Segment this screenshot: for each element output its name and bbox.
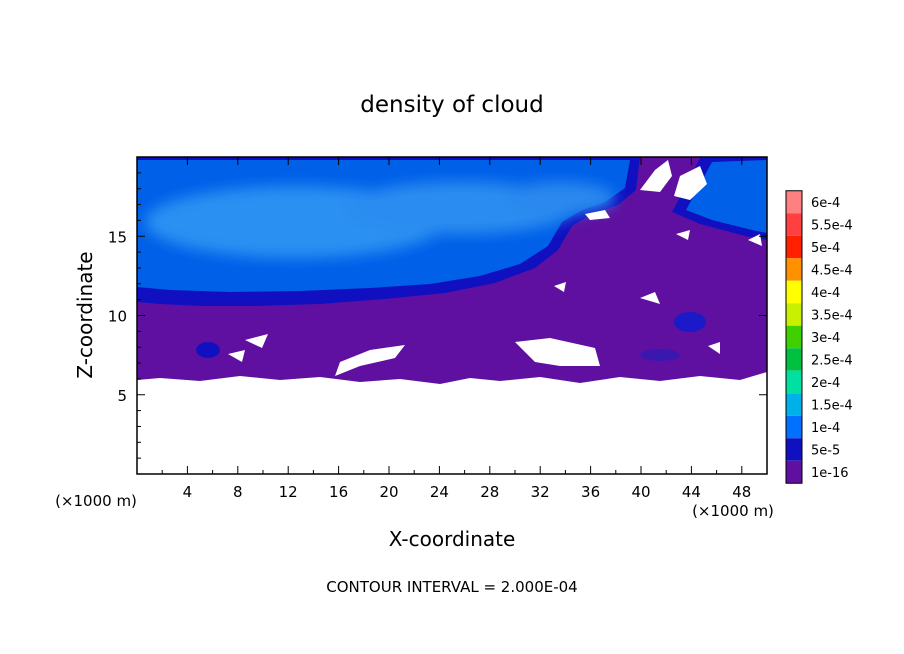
colorbar-label: 5e-5 xyxy=(811,444,840,459)
colorbar-swatch-7 xyxy=(786,348,802,371)
colorbar-swatch-6 xyxy=(786,325,802,349)
colorbar-swatch-9 xyxy=(786,393,802,416)
clear-hole-1 xyxy=(640,160,672,192)
y-tick-label: 10 xyxy=(108,308,127,326)
clear-hole-5 xyxy=(228,350,245,362)
clear-hole-10 xyxy=(554,282,566,292)
colorbar-label: 1e-16 xyxy=(811,466,849,481)
clear-hole-6 xyxy=(335,345,405,376)
colorbar-label: 4.5e-4 xyxy=(811,264,853,279)
colorbar-swatch-11 xyxy=(786,438,802,461)
contour-1e-4-right xyxy=(686,160,767,233)
colorbar-swatch-3 xyxy=(786,258,802,281)
colorbar-swatch-12 xyxy=(786,460,802,484)
colorbar-label: 3.5e-4 xyxy=(811,309,853,324)
clear-hole-11 xyxy=(676,230,690,240)
colorbar-label: 3e-4 xyxy=(811,331,840,346)
x-tick-label: 4 xyxy=(183,483,193,501)
colorbar-label: 1.5e-4 xyxy=(811,399,853,414)
x-tick-label: 48 xyxy=(732,483,751,501)
x-tick-label: 24 xyxy=(430,483,449,501)
contour-1.5e-4-core xyxy=(145,182,615,258)
colorbar-label: 6e-4 xyxy=(811,196,840,211)
x-tick-label: 8 xyxy=(233,483,243,501)
clear-hole-12 xyxy=(748,234,762,246)
clear-hole-4 xyxy=(245,334,268,348)
colorbar-swatch-10 xyxy=(786,415,802,439)
contour-interval-footer: CONTOUR INTERVAL = 2.000E-04 xyxy=(326,578,577,596)
contour-spot-right-b xyxy=(640,349,680,361)
y-axis-ticks: 5 10 15 xyxy=(108,172,767,459)
x-tick-label: 32 xyxy=(531,483,550,501)
colorbar-label: 4e-4 xyxy=(811,286,840,301)
x-tick-label: 44 xyxy=(682,483,701,501)
colorbar-label: 5.5e-4 xyxy=(811,219,853,234)
contour-spot-right-a xyxy=(674,312,706,332)
clear-hole-7 xyxy=(515,338,600,366)
contour-field xyxy=(137,157,767,474)
clear-hole-9 xyxy=(708,342,720,354)
x-units-label-left: (×1000 m) xyxy=(55,492,137,510)
colorbar: 6e-4 5.5e-4 5e-4 4.5e-4 4e-4 3.5e-4 3e-4 2.5e-4… xyxy=(785,190,853,484)
contour-spot-left xyxy=(196,342,220,358)
colorbar-label: 5e-4 xyxy=(811,241,840,256)
x-tick-label: 20 xyxy=(379,483,398,501)
colorbar-swatch-1 xyxy=(786,213,802,236)
x-tick-label: 16 xyxy=(329,483,348,501)
clear-hole-8 xyxy=(640,292,660,304)
x-units-label-right: (×1000 m) xyxy=(692,502,774,520)
colorbar-label: 2.5e-4 xyxy=(811,354,853,369)
clear-hole-3 xyxy=(585,210,610,220)
colorbar-label: 1e-4 xyxy=(811,421,840,436)
colorbar-label: 2e-4 xyxy=(811,376,840,391)
x-tick-label: 12 xyxy=(279,483,298,501)
colorbar-frame xyxy=(785,190,803,484)
y-tick-label: 15 xyxy=(108,228,127,246)
colorbar-swatch-5 xyxy=(786,303,802,326)
x-tick-label: 36 xyxy=(581,483,600,501)
colorbar-swatch-2 xyxy=(786,235,802,259)
x-axis-ticks: 4 8 12 16 20 24 28 32 36 40 44 48 xyxy=(161,157,751,501)
colorbar-swatch-8 xyxy=(786,370,802,394)
chart-title: density of cloud xyxy=(360,92,543,118)
x-tick-label: 28 xyxy=(480,483,499,501)
x-axis-label: X-coordinate xyxy=(389,527,516,551)
y-tick-label: 5 xyxy=(117,387,127,405)
x-tick-label: 40 xyxy=(631,483,650,501)
clear-hole-2 xyxy=(674,166,707,200)
y-axis-label: Z-coordinate xyxy=(73,251,97,378)
colorbar-swatch-4 xyxy=(786,280,802,304)
colorbar-swatch-0 xyxy=(786,190,802,214)
